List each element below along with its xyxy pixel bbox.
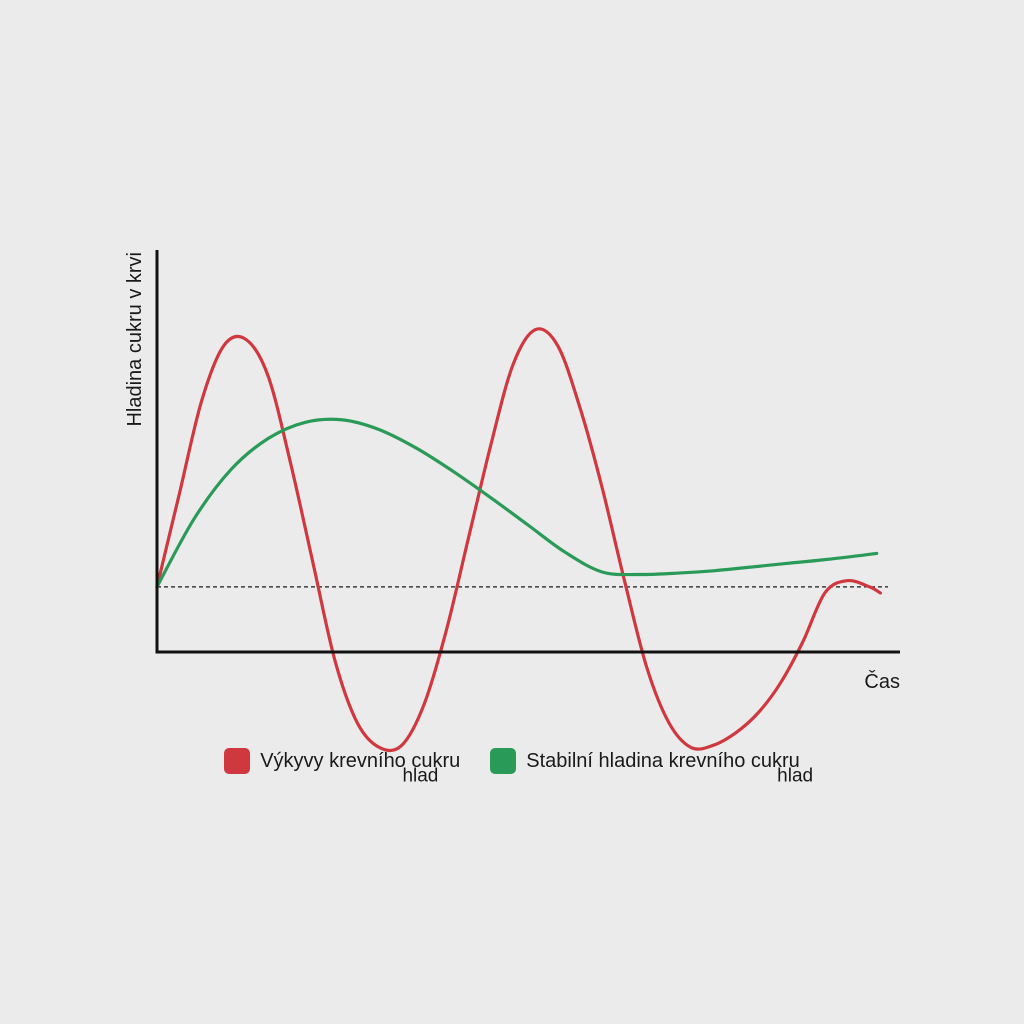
series-line-stable-blood-sugar [155,417,879,589]
annotation-hunger-2: hlad [777,766,813,787]
annotation-hunger-1: hlad [402,766,438,787]
x-axis-label: Čas [864,670,900,693]
legend-item-stable: Stabilní hladina krevního cukru [490,748,800,774]
legend-item-spikes: Výkyvy krevního cukru [224,748,460,774]
legend-label-spikes: Výkyvy krevního cukru [260,749,461,772]
legend-swatch-green [490,748,517,774]
legend: Výkyvy krevního cukru Stabilní hladina k… [0,744,1024,778]
y-axis-label: Hladina cukru v krvi [124,252,146,427]
legend-swatch-red [224,748,251,774]
plot-area: hlad hlad [155,327,888,787]
legend-label-stable: Stabilní hladina krevního cukru [526,749,800,772]
series-line-blood-sugar-spikes [155,327,882,753]
